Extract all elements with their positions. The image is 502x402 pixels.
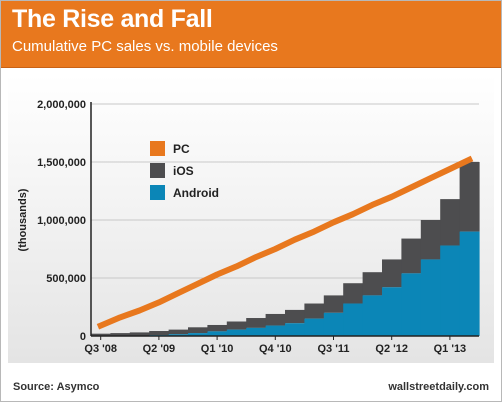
ios-step-7	[226, 321, 247, 330]
ios-step-9	[265, 313, 286, 326]
ios-step-6	[207, 324, 228, 332]
android-step-14	[362, 295, 383, 336]
ios-step-15	[382, 259, 402, 288]
ios-step-17	[420, 220, 441, 260]
y-tick-label-3: 1,500,000	[37, 157, 86, 169]
ios-step-13	[343, 283, 364, 304]
source-note: Source: Asymco	[13, 381, 100, 393]
ios-step-16	[401, 238, 422, 274]
legend-label-pc: PC	[173, 142, 190, 156]
ios-step-19	[459, 162, 480, 232]
android-step-8	[246, 327, 267, 336]
ios-step-2	[129, 332, 150, 336]
y-tick-label-1: 500,000	[46, 273, 86, 285]
android-step-9	[265, 325, 286, 336]
legend-swatch-android	[150, 185, 165, 200]
ios-step-5	[188, 327, 208, 334]
android-step-5	[188, 333, 208, 336]
android-step-19	[459, 231, 480, 336]
legend-label-ios: iOS	[173, 164, 194, 178]
android-step-17	[420, 259, 441, 336]
ios-step-8	[246, 318, 267, 328]
pc-series-line	[96, 155, 474, 330]
y-axis-title: (thousands)	[17, 188, 29, 251]
x-tick-label-1: Q2 '09	[143, 343, 176, 355]
brand-credit: wallstreetdaily.com	[388, 381, 489, 393]
y-tick-label-4: 2,000,000	[37, 99, 86, 111]
legend-swatch-ios	[150, 163, 165, 178]
x-tick-label-6: Q1 '13	[434, 343, 467, 355]
android-step-13	[343, 303, 364, 336]
header-banner: The Rise and Fall Cumulative PC sales vs…	[1, 1, 501, 68]
ios-step-4	[168, 329, 189, 335]
android-step-15	[382, 287, 402, 336]
x-tick-label-3: Q4 '10	[259, 343, 292, 355]
chart-title: The Rise and Fall	[12, 5, 213, 33]
ios-step-10	[285, 309, 305, 324]
y-tick-label-2: 1,000,000	[37, 215, 86, 227]
ios-step-12	[323, 295, 344, 313]
y-tick-label-0: 0	[80, 331, 86, 343]
android-step-10	[285, 323, 305, 336]
legend-swatch-pc	[150, 141, 165, 156]
legend-label-android: Android	[173, 186, 219, 200]
android-step-12	[323, 312, 344, 336]
chart-subtitle: Cumulative PC sales vs. mobile devices	[12, 38, 278, 55]
ios-step-18	[440, 199, 461, 246]
android-step-18	[440, 245, 461, 336]
ios-step-11	[304, 303, 325, 319]
ios-step-0	[91, 333, 111, 336]
android-step-11	[304, 318, 325, 336]
android-step-16	[401, 273, 422, 336]
x-tick-label-5: Q2 '12	[375, 343, 408, 355]
x-tick-label-4: Q3 '11	[318, 343, 350, 355]
ios-step-1	[110, 333, 131, 336]
x-tick-label-2: Q1 '10	[201, 343, 234, 355]
ios-step-3	[149, 331, 170, 336]
ios-step-14	[362, 272, 383, 296]
android-step-7	[226, 329, 247, 336]
android-step-6	[207, 331, 228, 336]
x-tick-label-0: Q3 '08	[84, 343, 117, 355]
android-step-4	[168, 334, 189, 336]
